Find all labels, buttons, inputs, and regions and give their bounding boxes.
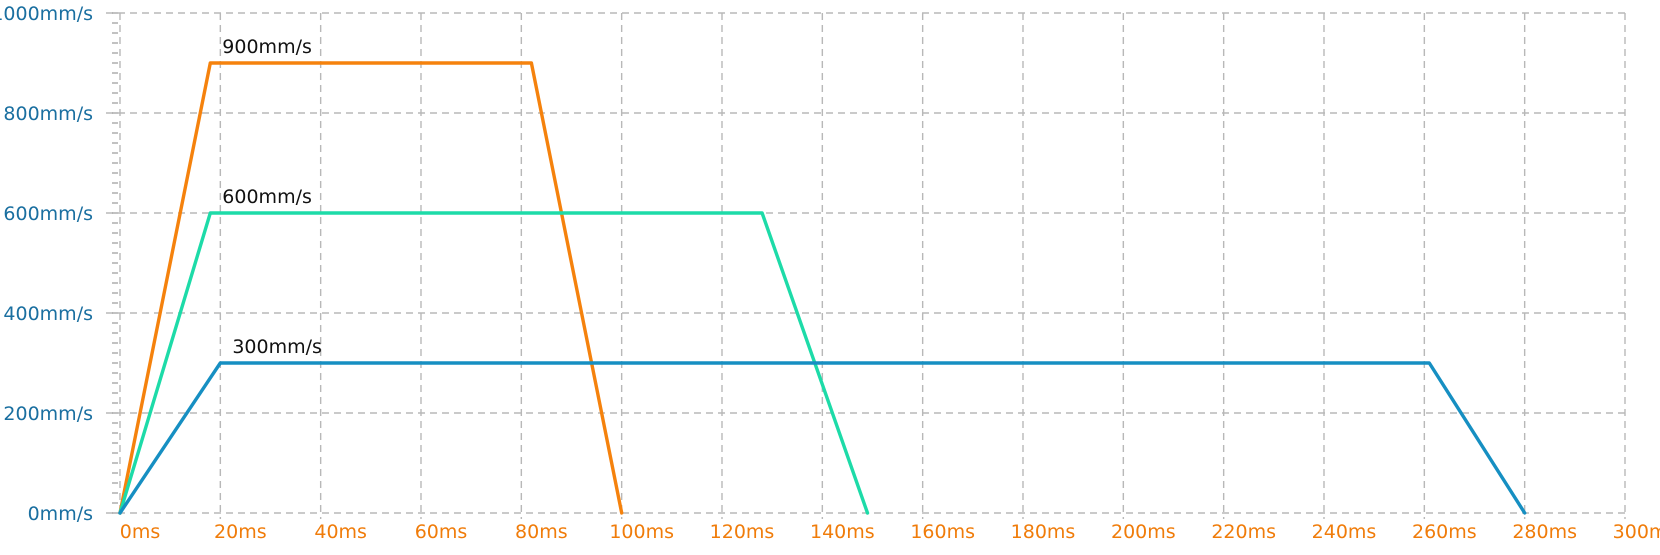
x-tick-label: 20ms xyxy=(214,521,267,543)
x-tick-label: 160ms xyxy=(910,521,975,543)
y-tick-label: 800mm/s xyxy=(3,103,93,125)
x-tick-label: 180ms xyxy=(1011,521,1076,543)
x-tick-label: 120ms xyxy=(710,521,775,543)
y-tick-label: 0mm/s xyxy=(28,503,93,525)
x-tick-label: 240ms xyxy=(1312,521,1377,543)
grid xyxy=(106,12,1626,519)
series-lines xyxy=(118,61,1527,515)
x-tick-label: 80ms xyxy=(515,521,568,543)
series-label: 600mm/s xyxy=(222,186,312,208)
y-tick-labels: 0mm/s 200mm/s 400mm/s 600mm/s 800mm/s 1000mm/… xyxy=(0,3,93,525)
y-tick-label: 400mm/s xyxy=(3,303,93,325)
x-tick-label: 280ms xyxy=(1512,521,1577,543)
series-line-300mm-s xyxy=(118,361,1527,515)
y-tick-label: 1000mm/s xyxy=(0,3,93,25)
y-tick-label: 200mm/s xyxy=(3,403,93,425)
x-tick-label: 60ms xyxy=(415,521,468,543)
x-tick-label: 40ms xyxy=(314,521,367,543)
series-labels: 900mm/s 600mm/s 300mm/s xyxy=(222,36,322,358)
x-tick-label: 200ms xyxy=(1111,521,1176,543)
x-tick-label: 100ms xyxy=(609,521,674,543)
x-tick-label: 220ms xyxy=(1211,521,1276,543)
series-label: 900mm/s xyxy=(222,36,312,58)
x-tick-labels: 0ms 20ms 40ms 60ms 80ms 100ms 120ms 140ms 160ms 1… xyxy=(120,521,1660,543)
y-minor-ticks xyxy=(112,12,118,514)
x-tick-label: 0ms xyxy=(120,521,161,543)
x-tick-label: 260ms xyxy=(1412,521,1477,543)
x-tick-label: 300ms xyxy=(1613,521,1660,543)
series-label: 300mm/s xyxy=(232,336,322,358)
x-tick-label: 140ms xyxy=(810,521,875,543)
y-tick-label: 600mm/s xyxy=(3,203,93,225)
series-line-900mm-s xyxy=(118,61,624,515)
